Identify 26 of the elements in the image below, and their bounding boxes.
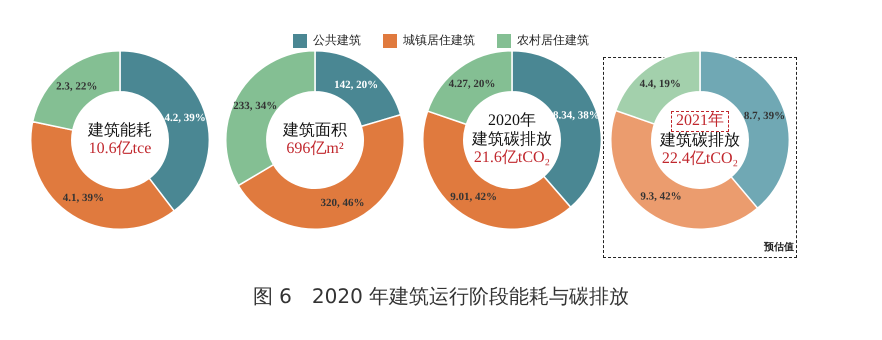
text: 建筑能耗 (88, 122, 152, 140)
text: 22.4亿tCO₂ (662, 150, 738, 169)
caption: 图 6 2020 年建筑运行阶段能耗与碳排放 (252, 283, 630, 310)
legend-label: 公共建筑 (313, 32, 361, 49)
text: 建筑面积 (283, 122, 347, 140)
data-label: 233, 34% (233, 100, 278, 112)
data-label: 8.7, 39% (744, 110, 786, 122)
data-label: 320, 46% (320, 196, 364, 209)
data-label: 2.3, 22% (56, 80, 98, 92)
legend-label: 城镇居住建筑 (403, 32, 475, 49)
text: 21.6亿tCO₂ (474, 149, 550, 168)
data-label: 9.01, 42% (450, 190, 498, 203)
text: 10.6亿tce (88, 140, 152, 158)
text: 预估值 (762, 240, 794, 254)
data-label: 4.1, 39% (62, 192, 104, 204)
data-label: 142, 20% (334, 78, 378, 91)
legend-label: 农村居住建筑 (517, 32, 589, 49)
text: 建筑碳排放 (472, 130, 552, 150)
data-label: 4.2, 39% (164, 112, 206, 124)
data-label: 4.27, 20% (448, 78, 496, 90)
data-label: 4.4, 19% (640, 78, 681, 90)
text: 2021年 (671, 111, 729, 132)
text: 2020年 (488, 112, 536, 130)
data-label: 9.3, 42% (640, 190, 682, 202)
text: 建筑碳排放 (660, 132, 740, 150)
text: 696亿m² (286, 140, 344, 158)
